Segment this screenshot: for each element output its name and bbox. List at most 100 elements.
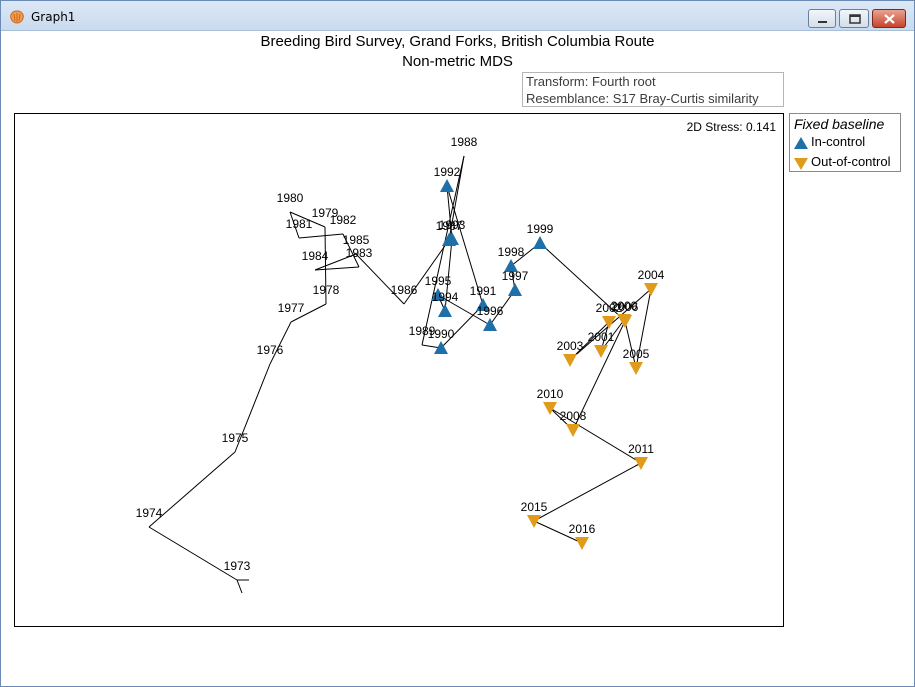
trajectory-segment-1991-1992 [446, 185, 484, 306]
trajectory-segment-1992-1993 [446, 185, 453, 240]
legend: Fixed baseline In-control Out-of-control [789, 113, 901, 172]
year-label-2008: 2008 [560, 409, 587, 423]
year-label-1973: 1973 [224, 559, 251, 573]
trajectory-segment-1984-1985 [314, 253, 357, 271]
legend-title: Fixed baseline [794, 116, 885, 132]
marker-1999[interactable] [533, 236, 547, 249]
trajectory-segment-1976-1977 [269, 321, 292, 365]
marker-2010[interactable] [543, 402, 557, 415]
trajectory-segment-1990-1991 [440, 304, 484, 349]
trajectory-segment-1975-1976 [234, 363, 271, 453]
trajectory-segment-1995-1996 [437, 294, 491, 326]
trajectory-segment-2015-2016 [533, 520, 583, 544]
triangle-down-icon [794, 158, 808, 170]
chart-subtitle: Non-metric MDS [402, 53, 513, 70]
marker-2015[interactable] [527, 515, 541, 528]
year-label-1991: 1991 [470, 284, 497, 298]
maximize-button[interactable] [839, 9, 869, 28]
year-label-2015: 2015 [521, 500, 548, 514]
marker-1990[interactable] [434, 341, 448, 354]
year-label-1996: 1996 [477, 304, 504, 318]
year-label-1985: 1985 [343, 233, 370, 247]
marker-2003[interactable] [563, 354, 577, 367]
marker-1993[interactable] [445, 232, 459, 245]
year-label-1992: 1992 [434, 165, 461, 179]
legend-label-in-control: In-control [811, 134, 866, 149]
minimize-icon [818, 21, 827, 23]
year-label-1994: 1994 [432, 290, 459, 304]
year-label-1974: 1974 [136, 506, 163, 520]
marker-1992[interactable] [440, 179, 454, 192]
stress-label: 2D Stress: 0.141 [687, 120, 777, 134]
year-label-2010: 2010 [537, 387, 564, 401]
trajectory-segment-1977-1978 [290, 303, 327, 323]
marker-2005[interactable] [629, 362, 643, 375]
year-label-1989: 1989 [409, 324, 436, 338]
marker-2016[interactable] [575, 537, 589, 550]
trajectory-segment-1979-1980 [289, 211, 326, 228]
marker-2011[interactable] [634, 457, 648, 470]
year-label-2016: 2016 [569, 522, 596, 536]
window-title: Graph1 [31, 10, 76, 24]
year-label-1998: 1998 [498, 245, 525, 259]
trajectory-segment-1986-1987 [403, 239, 450, 305]
trajectory-segment-1983-1984 [314, 266, 360, 271]
trajectory-segment-2006-2008 [572, 320, 626, 431]
marker-2006[interactable] [618, 315, 632, 328]
year-label-2002: 2002 [596, 301, 623, 315]
chart-title: Breeding Bird Survey, Grand Forks, Briti… [260, 33, 655, 50]
primer-app-icon [10, 10, 24, 24]
trajectory-segment-2004-2005 [635, 288, 652, 369]
marker-2002[interactable] [602, 316, 616, 329]
year-label-1975: 1975 [222, 431, 249, 445]
trajectory-segment-1985-1986 [355, 253, 405, 305]
marker-2008[interactable] [566, 424, 580, 437]
trajectory-start-tick-2 [236, 579, 243, 594]
year-label-1983: 1983 [346, 246, 373, 260]
trajectory-segment-2011-2015 [533, 462, 642, 522]
year-label-1978: 1978 [313, 283, 340, 297]
marker-2004[interactable] [644, 283, 658, 296]
year-label-2005: 2005 [623, 347, 650, 361]
year-label-1993: 1993 [439, 218, 466, 232]
marker-1997[interactable] [508, 283, 522, 296]
marker-1998[interactable] [504, 259, 518, 272]
year-label-1995: 1995 [425, 274, 452, 288]
plot-area[interactable]: 2D Stress: 0.141 1973 1974 1975 1976 1977 197… [14, 113, 784, 627]
marker-1996[interactable] [483, 318, 497, 331]
maximize-icon [849, 14, 861, 24]
trajectory-segment-1988-1989 [421, 155, 465, 346]
year-label-1982: 1982 [330, 213, 357, 227]
year-label-1981: 1981 [286, 217, 313, 231]
marker-1995[interactable] [431, 288, 445, 301]
year-label-1986: 1986 [391, 283, 418, 297]
label-layer: 1973 1974 1975 1976 1977 1978 1979 1980 1981 1982… [136, 135, 665, 573]
year-label-1999: 1999 [527, 222, 554, 236]
close-icon [884, 14, 895, 24]
analysis-info-box: Transform: Fourth root Resemblance: S17 … [522, 72, 784, 107]
year-label-2003: 2003 [557, 339, 584, 353]
year-label-1980: 1980 [277, 191, 304, 205]
year-label-2001: 2001 [588, 330, 615, 344]
year-label-1984: 1984 [302, 249, 329, 263]
marker-2001[interactable] [594, 345, 608, 358]
title-bar[interactable]: Graph1 [1, 1, 914, 31]
mds-plot: 2D Stress: 0.141 19731974197519761977197… [136, 120, 777, 594]
legend-label-out-of-control: Out-of-control [811, 154, 891, 169]
marker-layer [431, 179, 658, 550]
trajectory-segment-1980-1981 [289, 211, 300, 239]
year-label-1990: 1990 [428, 327, 455, 341]
minimize-button[interactable] [808, 9, 836, 28]
triangle-up-icon [794, 137, 808, 149]
trajectory-layer [148, 155, 652, 594]
year-label-1979: 1979 [312, 206, 339, 220]
trajectory-segment-1973-1974 [148, 526, 238, 581]
marker-1994[interactable] [438, 304, 452, 317]
close-button[interactable] [872, 9, 906, 28]
year-label-2004: 2004 [638, 268, 665, 282]
year-label-2006: 2006 [612, 300, 639, 314]
trajectory-segment-1987-1988 [448, 155, 465, 241]
marker-1991[interactable] [476, 298, 490, 311]
trajectory-segment-1981-1982 [298, 233, 344, 239]
trajectory-segment-2010-2011 [549, 407, 642, 464]
